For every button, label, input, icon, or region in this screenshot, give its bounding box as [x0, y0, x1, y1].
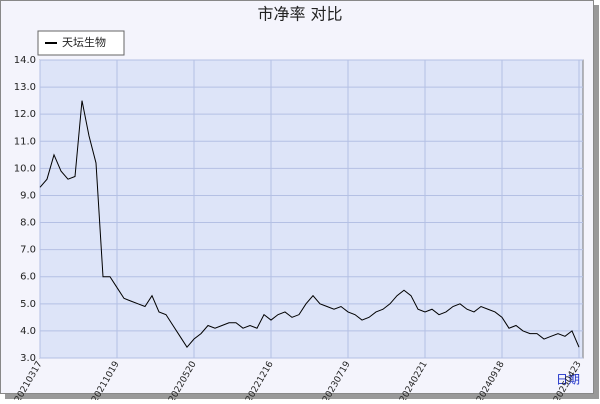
legend-label: 天坛生物 [62, 35, 106, 49]
chart-title: 市净率 对比 [257, 5, 342, 24]
y-tick-label: 7.0 [20, 245, 36, 256]
plot-area [39, 59, 584, 359]
y-tick-label: 6.0 [20, 272, 36, 283]
shadow [5, 394, 599, 399]
y-tick-label: 10.0 [14, 163, 36, 174]
shadow [594, 5, 599, 399]
x-axis-label: 日期 [556, 373, 580, 387]
y-tick-label: 11.0 [14, 136, 36, 147]
y-tick-label: 8.0 [20, 218, 36, 229]
y-tick-label: 9.0 [20, 190, 36, 201]
y-tick-label: 3.0 [20, 353, 36, 364]
y-tick-label: 5.0 [20, 299, 36, 310]
y-tick-label: 12.0 [14, 109, 36, 120]
y-tick-label: 4.0 [20, 326, 36, 337]
y-tick-label: 13.0 [14, 82, 36, 93]
y-tick-label: 14.0 [14, 55, 36, 66]
line [39, 100, 580, 348]
